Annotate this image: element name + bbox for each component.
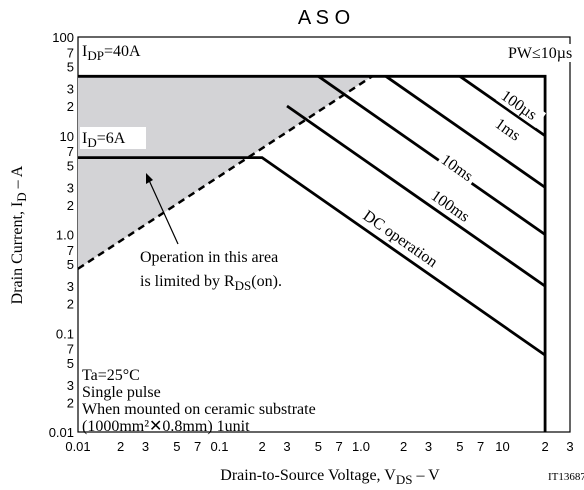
x-tick-label: 7 [477,439,484,454]
y-tick-label: 2 [67,297,74,312]
y-tick-label: 3 [67,378,74,393]
x-tick-label: 10 [495,439,509,454]
y-tick-label: 5 [67,356,74,371]
rds-area [78,76,373,269]
y-label-rest: – A [9,165,26,192]
condition: Ta=25°C [82,367,140,384]
y-axis-label: Drain Current, ID – A [9,165,29,304]
label-bg [80,127,146,149]
idp-label: IDP=40A [82,43,141,63]
ticks: 0.01 2 3 5 7 0.1 2 3 5 7 1.0 2 3 5 7 10 2 30.0123570.1235… [49,30,574,454]
series-label-bg [496,85,547,128]
x-tick-label: 2 [400,439,407,454]
chart-title: A S O [298,7,350,29]
note-main: is limited by R [140,273,235,290]
series-label: PW≤10µs [508,45,572,62]
series-label-bg [358,205,457,283]
y-tick-label: 2 [67,99,74,114]
id-sub: D [87,135,96,150]
x-tick-label: 5 [456,439,463,454]
note-bg [136,244,306,292]
id-rest: =6A [97,130,126,147]
rds-limit-line [77,75,373,270]
series-label-bg [426,185,477,228]
figure-code: IT13687 [548,471,584,483]
y-tick-label: 5 [67,257,74,272]
idp-rest: =40A [104,43,141,60]
y-label-main: Drain Current, I [9,202,26,305]
x-tick-label: 1.0 [352,439,370,454]
x-tick-label: 7 [335,439,342,454]
x-tick-label: 0.1 [210,439,228,454]
y-tick-label: 1.0 [56,228,74,243]
y-tick-label: 7 [67,144,74,159]
soa-line [385,75,546,189]
y-tick-label: 0.1 [56,326,74,341]
y-tick-label: 7 [67,45,74,60]
x-tick-label: 5 [173,439,180,454]
y-tick-label: 2 [67,395,74,410]
id-label: ID=6A [82,130,126,150]
x-axis-label: Drain-to-Source Voltage, VDS – V [220,467,440,487]
condition: (1000mm²✕0.8mm) 1unit [82,418,250,435]
idp-sub: DP [87,48,104,63]
note-line1: Operation in this area [140,249,278,266]
soa-line [286,104,546,288]
note-sub: DS [235,278,252,293]
soa-line [317,75,546,236]
y-tick-label: 3 [67,82,74,97]
idp-main: I [82,43,87,60]
x-tick-label: 3 [425,439,432,454]
y-tick-label: 7 [67,243,74,258]
soa-line [459,75,546,137]
x-tick-label: 5 [315,439,322,454]
arrow-head [146,173,153,184]
series-label-bg [506,44,572,62]
x-tick-label: 7 [194,439,201,454]
x-tick-label: 2 [258,439,265,454]
soa-line [78,74,547,432]
y-tick-label: 3 [67,180,74,195]
label-bg [80,40,172,62]
y-tick-label: 2 [67,198,74,213]
series-label: DC operation [360,207,441,271]
note-arrow [147,177,179,245]
soa-line [78,156,546,357]
x-tick-label: 2 [541,439,548,454]
series-label-group: 10ms [436,149,480,188]
y-tick-label: 0.01 [49,425,74,440]
y-tick-label: 5 [67,60,74,75]
x-tick-label: 0.01 [65,439,90,454]
annotations: IDP=40A ID=6A Operation in this area is … [80,40,572,435]
y-tick-label: 3 [67,279,74,294]
series-label-group: PW≤10µs [506,44,572,62]
series-label-bg [490,113,527,147]
x-tick-label: 3 [142,439,149,454]
series-label-bg [436,149,480,188]
condition: Single pulse [82,384,161,401]
y-tick-label: 5 [67,158,74,173]
x-label-main: Drain-to-Source Voltage, V [220,467,396,484]
x-label-sub: DS [396,472,413,487]
x-tick-label: 2 [117,439,124,454]
background-layer [77,36,571,433]
series-label-group: DC operation [358,205,457,283]
note-line2: is limited by RDS(on). [140,273,282,293]
id-main: I [82,130,87,147]
x-label-rest: – V [412,467,440,484]
y-label-sub: D [14,192,29,201]
x-tick-label: 3 [566,439,573,454]
y-tick-label: 100 [52,30,74,45]
y-tick-label: 7 [67,342,74,357]
note-rest: (on). [251,273,282,290]
conditions-bg [80,362,410,430]
marks [77,74,547,432]
y-tick-label: 10 [60,129,74,144]
x-tick-label: 3 [283,439,290,454]
condition: When mounted on ceramic substrate [82,401,316,418]
